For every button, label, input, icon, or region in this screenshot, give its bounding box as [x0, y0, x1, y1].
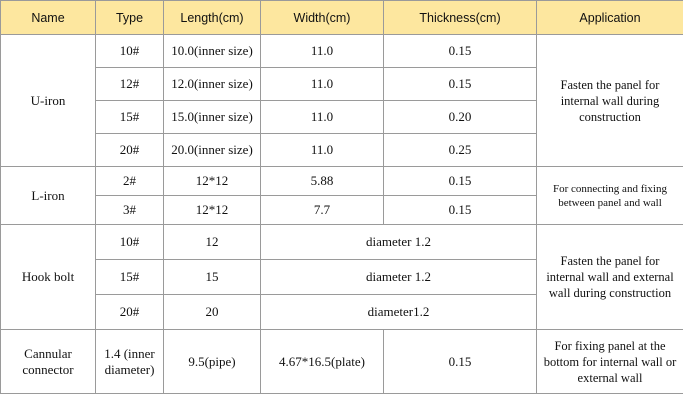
data-cell: 12	[163, 224, 261, 260]
application-cell: For fixing panel at the bottom for inter…	[536, 329, 683, 394]
name-cell: Hook bolt	[0, 224, 96, 330]
data-cell: 11.0	[260, 100, 384, 134]
data-cell: 0.15	[383, 195, 537, 225]
data-cell: diameter 1.2	[260, 224, 537, 260]
table-row: Cannular connector 1.4 (inner diameter) 9.…	[0, 329, 683, 394]
data-cell: 10.0(inner size)	[163, 34, 261, 68]
data-cell: 7.7	[260, 195, 384, 225]
data-cell: 15#	[95, 259, 164, 295]
data-cell: 4.67*16.5(plate)	[260, 329, 384, 394]
data-cell: diameter 1.2	[260, 259, 537, 295]
data-cell: 11.0	[260, 133, 384, 167]
data-cell: 2#	[95, 166, 164, 196]
data-cell: 12.0(inner size)	[163, 67, 261, 101]
data-cell: 20.0(inner size)	[163, 133, 261, 167]
data-cell: 10#	[95, 34, 164, 68]
data-cell: 15	[163, 259, 261, 295]
data-cell: 0.15	[383, 166, 537, 196]
data-cell: 12*12	[163, 195, 261, 225]
data-cell: 15.0(inner size)	[163, 100, 261, 134]
header-cell: Application	[536, 0, 683, 35]
data-cell: 12#	[95, 67, 164, 101]
header-row: Name Type Length(cm) Width(cm) Thickness(cm)…	[0, 0, 683, 35]
data-cell: 0.15	[383, 329, 537, 394]
application-cell: Fasten the panel for internal wall durin…	[536, 34, 683, 167]
header-cell: Length(cm)	[163, 0, 261, 35]
data-cell: 20#	[95, 294, 164, 330]
data-cell: diameter1.2	[260, 294, 537, 330]
data-cell: 15#	[95, 100, 164, 134]
application-cell: For connecting and fixing between panel …	[536, 166, 683, 225]
data-cell: 9.5(pipe)	[163, 329, 261, 394]
table-row: 3# 12*12 7.7 0.15	[1, 195, 683, 225]
table-row: 20# 20 diameter1.2	[1, 294, 683, 330]
name-cell: Cannular connector	[0, 329, 96, 394]
data-cell: 20	[163, 294, 261, 330]
data-cell: 0.25	[383, 133, 537, 167]
table-row: Hook bolt 10# 12 diameter 1.2 Fasten the pan…	[0, 224, 683, 330]
table-row: L-iron 2# 12*12 5.88 0.15 For connecting and …	[0, 166, 683, 225]
name-cell: L-iron	[0, 166, 96, 225]
data-cell: 0.15	[383, 34, 537, 68]
spec-table: Name Type Length(cm) Width(cm) Thickness(cm)…	[0, 0, 683, 394]
data-cell: 11.0	[260, 67, 384, 101]
data-cell: 0.15	[383, 67, 537, 101]
data-cell: 20#	[95, 133, 164, 167]
name-cell: U-iron	[0, 34, 96, 167]
data-cell: 12*12	[163, 166, 261, 196]
header-cell: Type	[95, 0, 164, 35]
table-row: U-iron 10# 10.0(inner size) 11.0 0.15 Fasten …	[0, 34, 683, 167]
header-cell: Width(cm)	[260, 0, 384, 35]
data-cell: 11.0	[260, 34, 384, 68]
application-cell: Fasten the panel for internal wall and e…	[536, 224, 683, 330]
data-cell: 0.20	[383, 100, 537, 134]
data-cell: 1.4 (inner diameter)	[95, 329, 164, 394]
table-row: 15# 15.0(inner size) 11.0 0.20	[1, 100, 683, 134]
data-cell: 3#	[95, 195, 164, 225]
header-cell: Thickness(cm)	[383, 0, 537, 35]
data-cell: 5.88	[260, 166, 384, 196]
header-cell: Name	[0, 0, 96, 35]
table-row: 20# 20.0(inner size) 11.0 0.25	[1, 133, 683, 167]
table-row: 12# 12.0(inner size) 11.0 0.15	[1, 67, 683, 101]
data-cell: 10#	[95, 224, 164, 260]
